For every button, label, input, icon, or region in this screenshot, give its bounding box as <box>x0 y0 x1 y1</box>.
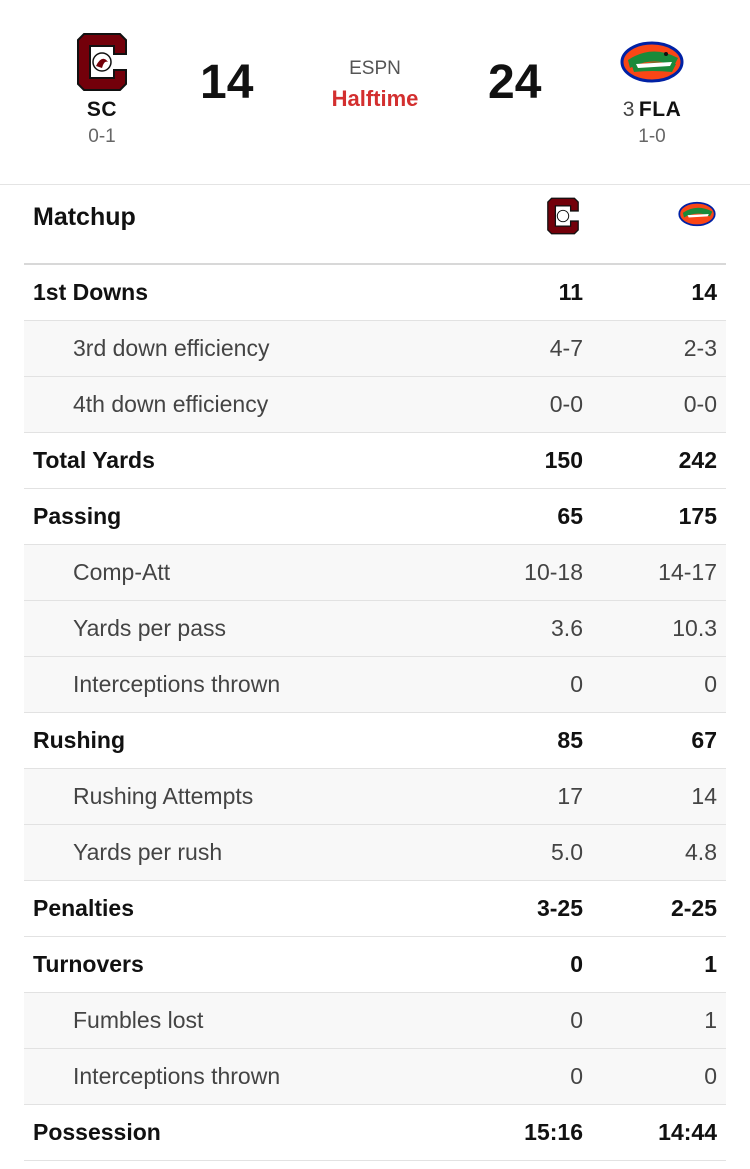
stat-label: Yards per pass <box>73 615 226 641</box>
home-stat-value: 0 <box>704 671 717 697</box>
home-stat-value: 14:44 <box>658 1119 717 1145</box>
away-team-record: 0-1 <box>88 126 116 147</box>
home-stat-value: 175 <box>678 503 717 529</box>
stat-row: Rushing 85 67 <box>24 713 726 769</box>
matchup-header: Matchup <box>0 185 750 263</box>
matchup-title: Matchup <box>33 203 136 231</box>
home-stat-value: 10.3 <box>672 615 717 641</box>
home-team-abbr-text: FLA <box>638 98 682 121</box>
stat-row: Turnovers 0 1 <box>24 937 726 993</box>
stat-row: Interceptions thrown 0 0 <box>24 1049 726 1105</box>
stat-label: 1st Downs <box>33 279 149 305</box>
away-stat-value: 0 <box>570 951 583 977</box>
stat-label: Turnovers <box>33 951 144 977</box>
south-carolina-logo-icon <box>22 30 182 94</box>
away-stat-value: 0 <box>570 671 583 697</box>
home-stat-value: 14-17 <box>658 559 717 585</box>
away-score: 14 <box>200 56 254 109</box>
stat-row: Passing 65 175 <box>24 489 726 545</box>
matchup-card: Matchup 1st Downs 11 14 3rd down efficiency… <box>0 184 750 1169</box>
away-stat-value: 15:16 <box>524 1119 583 1145</box>
stat-label: Rushing Attempts <box>73 783 254 809</box>
away-stat-value: 11 <box>558 279 583 305</box>
home-team-record: 1-0 <box>638 126 666 147</box>
away-stat-value: 0 <box>570 1007 583 1033</box>
home-score: 24 <box>488 56 542 109</box>
away-stat-value: 5.0 <box>551 839 583 865</box>
network-label: ESPN <box>349 58 401 79</box>
stat-label: Interceptions thrown <box>73 1063 281 1089</box>
stat-row: Yards per pass 3.6 10.3 <box>24 601 726 657</box>
stat-row: Yards per rush 5.0 4.8 <box>24 825 726 881</box>
game-status: ESPN Halftime <box>300 58 450 112</box>
home-team-rank: 3 <box>622 98 635 121</box>
matchup-stats-table: 1st Downs 11 14 3rd down efficiency 4-7 2-3 4t… <box>24 263 726 1161</box>
home-stat-value: 0 <box>704 1063 717 1089</box>
home-stat-value: 14 <box>691 279 717 305</box>
home-stat-value: 1 <box>704 1007 717 1033</box>
stat-label: 4th down efficiency <box>73 391 269 417</box>
away-stat-value: 17 <box>557 783 583 809</box>
stat-label: Rushing <box>33 727 125 753</box>
away-stat-value: 65 <box>557 503 583 529</box>
stat-row: Fumbles lost 0 1 <box>24 993 726 1049</box>
away-stat-value: 3-25 <box>536 895 583 921</box>
home-stat-value: 2-25 <box>670 895 717 921</box>
stat-row: 4th down efficiency 0-0 0-0 <box>24 377 726 433</box>
home-stat-value: 14 <box>691 783 717 809</box>
stat-row: Interceptions thrown 0 0 <box>24 657 726 713</box>
stat-row: 1st Downs 11 14 <box>24 265 726 321</box>
stat-label: Total Yards <box>33 447 155 473</box>
home-stat-value: 4.8 <box>685 839 717 865</box>
away-stat-value: 3.6 <box>551 615 583 641</box>
home-stat-value: 67 <box>691 727 717 753</box>
stat-label: Yards per rush <box>73 839 223 865</box>
home-stat-value: 2-3 <box>683 335 717 361</box>
stat-row: Possession 15:16 14:44 <box>24 1105 726 1161</box>
home-stat-value: 0-0 <box>683 391 717 417</box>
home-team-abbr: 3 FLA <box>572 98 732 122</box>
stat-row: Comp-Att 10-18 14-17 <box>24 545 726 601</box>
away-stat-value: 4-7 <box>549 335 583 361</box>
game-period-status: Halftime <box>331 86 419 111</box>
florida-small-logo-icon <box>678 201 716 232</box>
home-stat-value: 1 <box>704 951 717 977</box>
away-stat-value: 10-18 <box>524 559 583 585</box>
home-stat-value: 242 <box>678 447 717 473</box>
stat-label: Comp-Att <box>73 559 171 585</box>
stat-label: Fumbles lost <box>73 1007 204 1033</box>
stat-row: 3rd down efficiency 4-7 2-3 <box>24 321 726 377</box>
stat-row: Total Yards 150 242 <box>24 433 726 489</box>
stat-row: Rushing Attempts 17 14 <box>24 769 726 825</box>
home-team[interactable]: 3 FLA 1-0 <box>572 30 732 148</box>
away-stat-value: 0-0 <box>549 391 583 417</box>
scoreboard-header: SC 0-1 14 ESPN Halftime 24 3 FLA 1-0 <box>0 0 750 185</box>
florida-gator-logo-icon <box>572 30 732 94</box>
away-team-abbr: SC <box>86 98 118 121</box>
stat-label: Possession <box>33 1119 161 1145</box>
away-stat-value: 150 <box>544 447 583 473</box>
away-stat-value: 85 <box>557 727 583 753</box>
away-stat-value: 0 <box>570 1063 583 1089</box>
stat-label: Passing <box>33 503 122 529</box>
away-team[interactable]: SC 0-1 <box>22 30 182 148</box>
stat-label: Interceptions thrown <box>73 671 281 697</box>
stat-label: Penalties <box>33 895 134 921</box>
south-carolina-small-logo-icon <box>545 197 581 240</box>
stat-label: 3rd down efficiency <box>73 335 270 361</box>
stat-row: Penalties 3-25 2-25 <box>24 881 726 937</box>
